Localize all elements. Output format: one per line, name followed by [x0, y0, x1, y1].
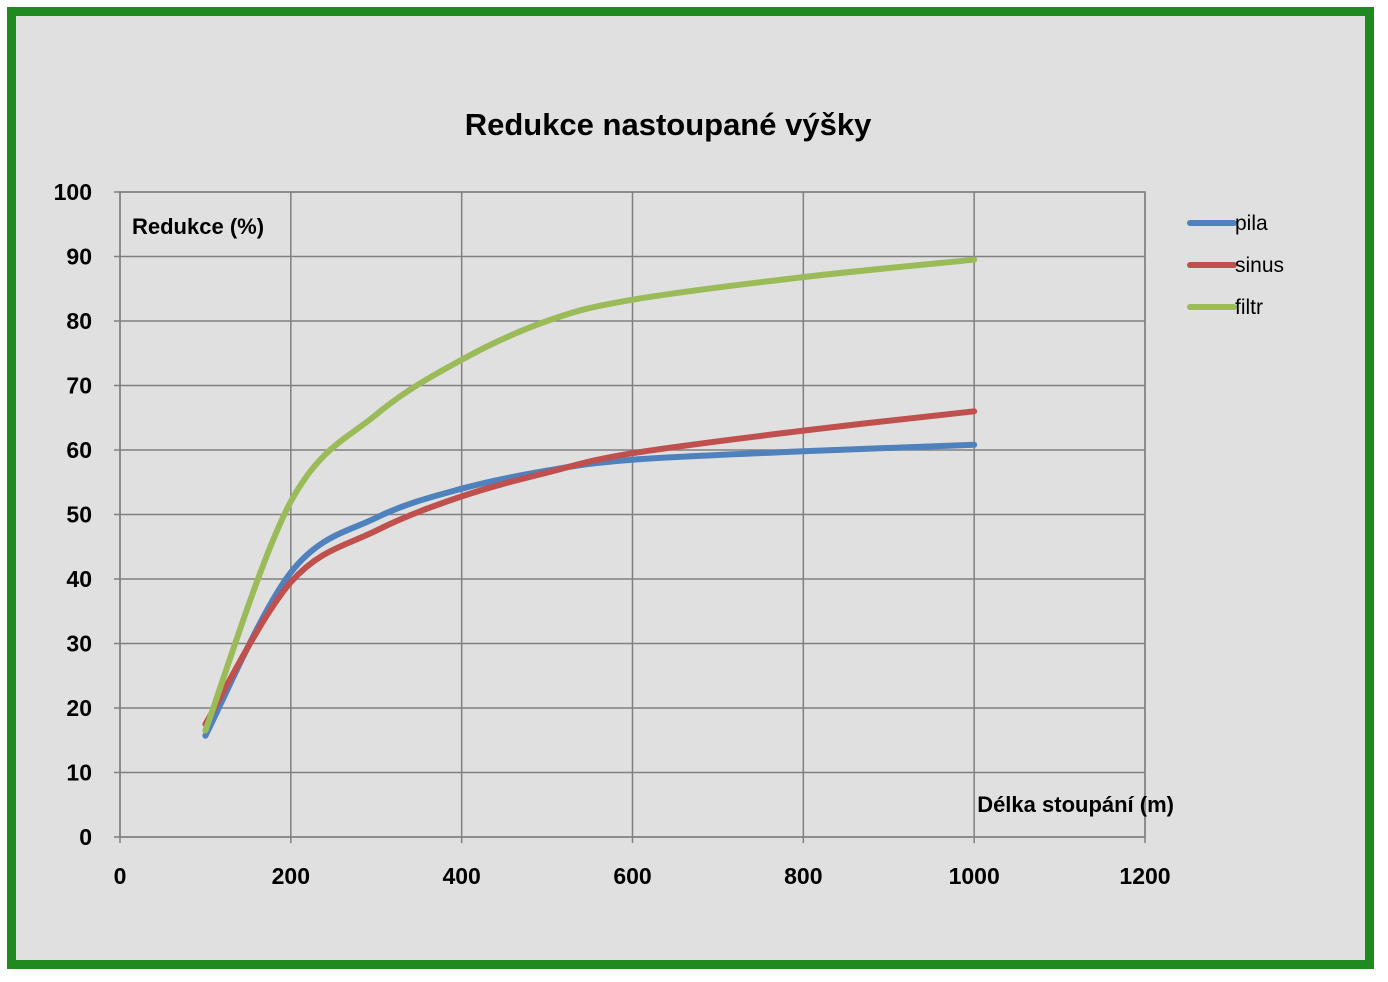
y-tick-label: 70	[66, 373, 92, 399]
series-layer	[202, 256, 978, 739]
y-tick-label: 60	[66, 437, 92, 463]
x-tick-label: 200	[272, 863, 310, 889]
legend-label-pila: pila	[1235, 212, 1268, 235]
y-tick-label: 80	[66, 308, 92, 334]
series-line-filtr	[202, 256, 978, 734]
x-tick-label: 800	[784, 863, 822, 889]
chart-frame: Redukce nastoupané výšky 0 10 20 30 40 50 60 70…	[7, 7, 1374, 969]
y-tick-label: 20	[66, 695, 92, 721]
y-tick-label: 30	[66, 631, 92, 657]
legend: pila sinus filtr	[1187, 212, 1284, 319]
x-tick-label: 1000	[949, 863, 1000, 889]
y-tick-label: 40	[66, 566, 92, 592]
legend-label-filtr: filtr	[1235, 296, 1263, 319]
y-axis-label: Redukce (%)	[132, 214, 264, 239]
y-tick-label: 90	[66, 244, 92, 270]
legend-label-sinus: sinus	[1235, 254, 1284, 277]
x-tick-label: 0	[114, 863, 127, 889]
series-line-sinus	[202, 408, 978, 728]
x-tick-label: 1200	[1119, 863, 1170, 889]
x-tick-label: 600	[613, 863, 651, 889]
y-tick-label: 0	[79, 824, 92, 850]
x-tick-label: 400	[442, 863, 480, 889]
y-tick-label: 50	[66, 502, 92, 528]
y-tick-label: 10	[66, 760, 92, 786]
x-axis-label: Délka stoupání (m)	[977, 792, 1174, 817]
series-line-pila	[202, 441, 978, 739]
y-tick-label: 100	[54, 179, 92, 205]
chart-title: Redukce nastoupané výšky	[465, 107, 872, 142]
chart-svg: Redukce nastoupané výšky 0 10 20 30 40 50 60 70…	[54, 107, 1284, 889]
